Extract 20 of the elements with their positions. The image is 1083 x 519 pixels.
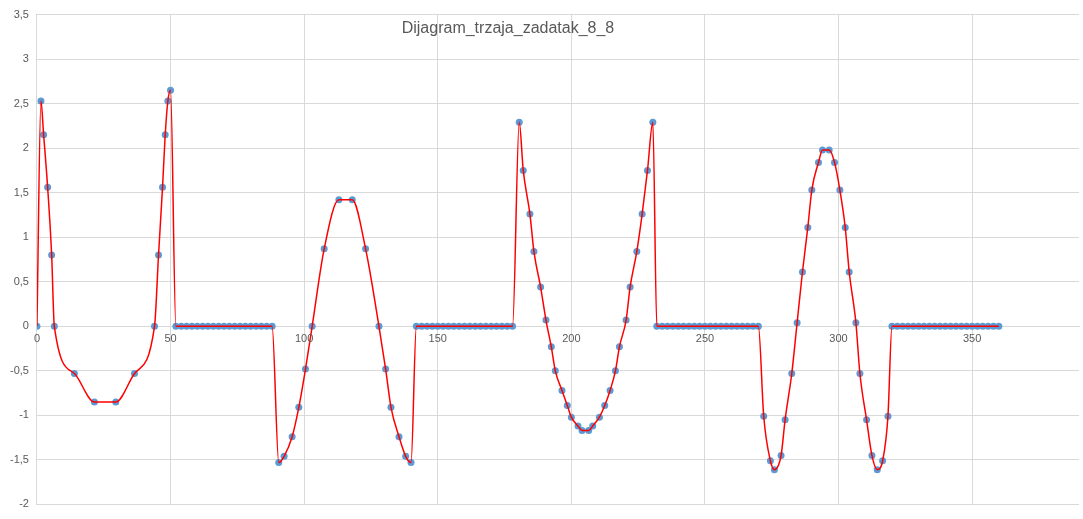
x-tick-label: 350	[962, 332, 982, 345]
y-tick-label: 3,5	[13, 7, 29, 20]
y-tick-label: 3	[22, 52, 29, 65]
x-tick-label: 300	[829, 332, 848, 345]
y-tick-label: 1	[22, 230, 29, 243]
y-tick-label: -2	[19, 497, 29, 510]
x-tick-label: 250	[695, 332, 715, 345]
chart-title: Dijagram_trzaja_zadatak_8_8	[401, 19, 615, 38]
y-tick-label: -0,5	[9, 363, 29, 376]
y-tick-label: -1	[19, 408, 29, 421]
y-tick-label: 1,5	[13, 185, 29, 198]
x-tick-label: 200	[562, 332, 581, 345]
x-tick-label: 150	[428, 332, 447, 345]
x-tick-label: 0	[33, 332, 41, 345]
y-tick-label: 2	[22, 141, 29, 154]
y-tick-label: -1,5	[9, 452, 29, 465]
x-tick-label: 50	[164, 332, 177, 345]
y-tick-label: 2,5	[13, 96, 29, 109]
y-tick-label: 0	[22, 319, 29, 332]
y-tick-label: 0,5	[13, 274, 29, 287]
